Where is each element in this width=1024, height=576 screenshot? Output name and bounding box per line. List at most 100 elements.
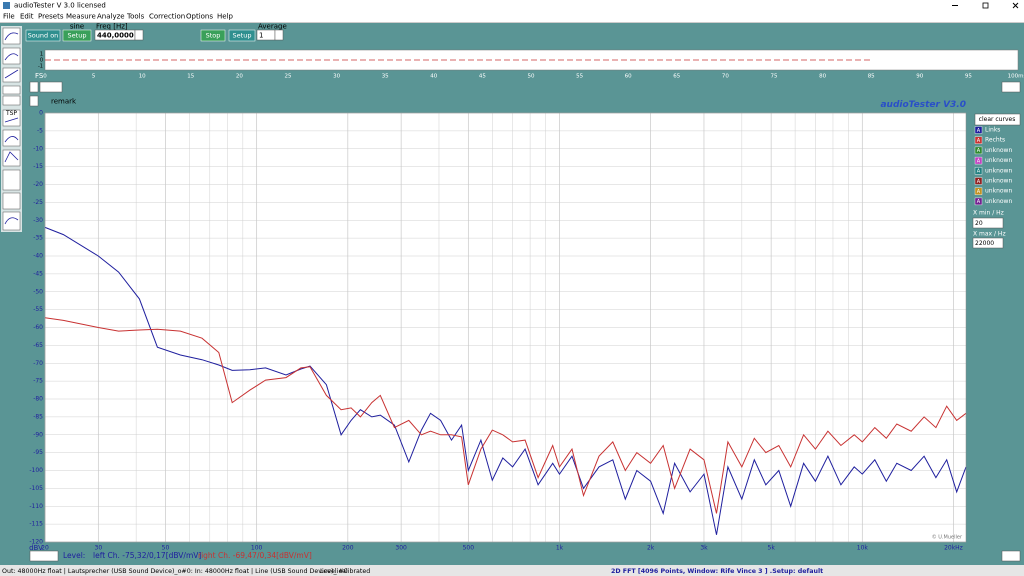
signal-label: sine	[70, 23, 84, 31]
menu-item[interactable]: Correction	[149, 13, 185, 21]
menu-item[interactable]: Tools	[126, 13, 145, 21]
clear-curves-button[interactable]	[974, 113, 1021, 126]
scroll-button[interactable]	[29, 81, 39, 93]
overview-tick-label: 0	[43, 74, 47, 80]
y-tick-label: -120	[29, 539, 43, 546]
tool-icon[interactable]	[2, 129, 21, 147]
setup2-button[interactable]	[228, 29, 256, 42]
separator	[0, 22, 1024, 23]
menu-item[interactable]: Help	[217, 13, 234, 21]
tsp-label: TSP	[5, 110, 17, 117]
credit: © U.Mueller	[932, 534, 963, 541]
curve-icon[interactable]	[974, 167, 983, 175]
y-tick-label: -30	[33, 217, 43, 224]
menu-item[interactable]: Measure	[66, 13, 96, 21]
xmin-label: X min / Hz	[973, 210, 1004, 217]
level-right: right Ch. -69,47/0,34[dBV/mV]	[198, 551, 312, 560]
curve-icon[interactable]	[974, 136, 983, 144]
status-fft: 2D FFT [4096 Points, Window: Rife Vince …	[611, 568, 823, 575]
y-tick-label: -115	[29, 521, 43, 528]
x-tick-label: 10k	[857, 545, 869, 552]
x-tick-label: 1k	[556, 545, 564, 552]
tool-icon[interactable]	[2, 47, 21, 65]
overview-tick-label: 80	[819, 74, 826, 80]
curve-letter: A	[977, 169, 981, 175]
scroll-button[interactable]	[1001, 81, 1021, 93]
average-spinner[interactable]	[274, 29, 284, 41]
tool-icon[interactable]	[2, 109, 21, 127]
x-tick-label: 500	[463, 545, 475, 552]
curve-icon[interactable]	[974, 156, 983, 165]
legend-entry: Rechts	[985, 137, 1005, 144]
sound-on-label: Sound on	[28, 32, 59, 40]
y-tick-label: -55	[33, 306, 43, 313]
stop-button[interactable]	[200, 29, 226, 42]
close[interactable]	[1012, 2, 1019, 9]
overview-y-label: 1	[40, 52, 43, 58]
level-buttons[interactable]	[29, 550, 59, 562]
legend-entry: unknown	[985, 167, 1012, 174]
overview-tick-label: 85	[868, 74, 875, 80]
scroll-button[interactable]	[39, 81, 63, 93]
menu-item[interactable]: Options	[186, 13, 213, 21]
tool-icon[interactable]	[2, 95, 21, 106]
overview-y-label: -1	[38, 64, 43, 70]
overview-tick-label: 5	[92, 74, 96, 80]
tool-icon[interactable]	[2, 192, 21, 210]
y-tick-label: -40	[33, 253, 43, 260]
legend-entry: unknown	[985, 188, 1012, 195]
overview-tick-label: 15	[187, 74, 194, 80]
setup-button[interactable]	[62, 29, 92, 42]
tool-icon[interactable]	[2, 211, 21, 231]
curve-icon[interactable]	[974, 187, 983, 195]
y-tick-label: -90	[33, 431, 43, 438]
curve-icon[interactable]	[974, 177, 983, 185]
y-tick-label: -75	[33, 378, 43, 385]
tool-icon[interactable]	[2, 169, 21, 191]
maximize[interactable]	[982, 2, 989, 9]
tool-icon[interactable]	[2, 85, 21, 95]
overview-tick-label: 100ms	[1008, 74, 1024, 80]
series-line	[44, 317, 967, 514]
x-tick-label: 20kHz	[944, 545, 963, 552]
remark-button[interactable]	[29, 95, 39, 107]
sound-on-button[interactable]	[25, 29, 61, 42]
overview-tick-label: 55	[576, 74, 583, 80]
y-tick-label: -60	[33, 324, 43, 331]
curve-icon[interactable]	[974, 126, 983, 134]
overview-tick-label: 60	[625, 74, 632, 80]
tool-icon[interactable]	[2, 27, 21, 45]
menu-item[interactable]: Analyze	[97, 13, 125, 21]
remark-label: remark	[51, 98, 77, 106]
xmin-input[interactable]	[972, 217, 1004, 229]
legend-entry: unknown	[985, 147, 1012, 154]
y-tick-label: -80	[33, 396, 43, 403]
level-label: Level:	[63, 551, 85, 560]
y-tick-label: -100	[29, 467, 43, 474]
plot-frame	[44, 112, 967, 543]
xmax-value: 22000	[975, 240, 994, 247]
stop-label: Stop	[206, 32, 221, 40]
x-tick-label: 30	[95, 545, 103, 552]
xmax-input[interactable]	[972, 237, 1004, 249]
overview-tick-label: 25	[285, 74, 292, 80]
tool-icon[interactable]	[2, 149, 21, 167]
freq-spinner[interactable]	[134, 29, 144, 41]
overview-tick-label: 90	[916, 74, 923, 80]
x-tick-label: 300	[395, 545, 407, 552]
y-tick-label: -20	[33, 181, 43, 188]
average-label: Average	[258, 23, 287, 31]
curve-icon[interactable]	[974, 146, 983, 155]
y-tick-label: -45	[33, 270, 43, 277]
xmax-label: X max / Hz	[973, 231, 1006, 238]
menu-item[interactable]: File	[3, 13, 15, 21]
title-menu-bar	[0, 0, 1024, 22]
menu-item[interactable]: Edit	[20, 13, 34, 21]
y-axis-label: dBV	[29, 544, 43, 552]
menu-item[interactable]: Presets	[38, 13, 64, 21]
curve-icon[interactable]	[974, 197, 983, 206]
curve-letter: A	[977, 179, 981, 185]
scroll-button[interactable]	[1001, 550, 1021, 562]
curve-letter: A	[977, 128, 981, 134]
